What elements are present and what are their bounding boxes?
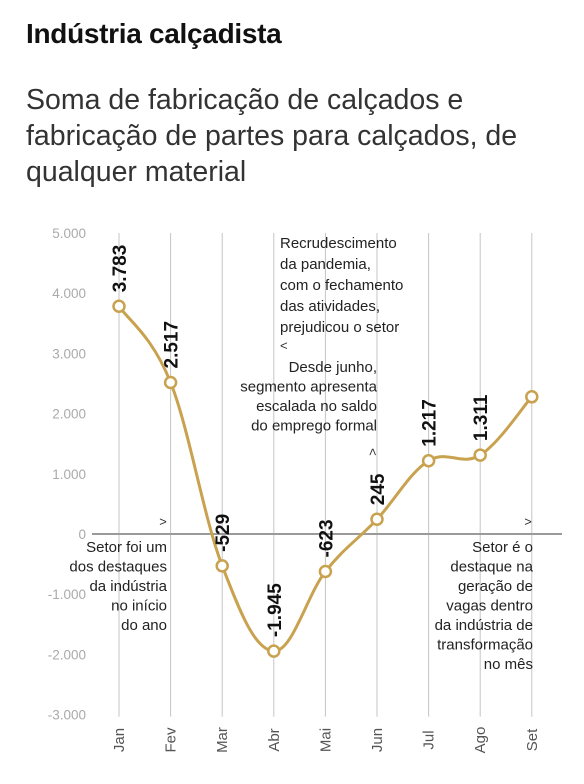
ann-jan-line: Setor foi um (86, 539, 167, 556)
ann-pandemia-line: com o fechamento (280, 277, 403, 294)
ann-set-line: da indústria de (435, 617, 533, 634)
data-label: 1.217 (420, 399, 441, 447)
x-tick-label: Ago (472, 727, 489, 754)
ann-junho-line: Desde junho, (289, 359, 377, 376)
ann-pandemia-line: das atividades, (280, 298, 380, 315)
ann-junho-line: do emprego formal (251, 418, 377, 435)
ann-jan-line: no início (111, 598, 167, 615)
ann-set-line: vagas dentro (446, 598, 533, 615)
data-point-mar (215, 559, 229, 573)
y-tick-label: 2.000 (52, 407, 86, 422)
y-tick-label: 0 (78, 527, 86, 542)
ann-pandemia-marker: < (280, 338, 288, 353)
chart-subtitle: Soma de fabricação de calçados e fabrica… (26, 84, 518, 188)
ann-junho-marker: > (365, 448, 380, 456)
chart-title: Indústria calçadista (26, 18, 282, 49)
x-tick-label: Fev (163, 727, 180, 753)
ann-junho-line: segmento apresenta (240, 379, 377, 396)
data-point-jul (421, 453, 436, 468)
data-point-abr (267, 644, 281, 658)
data-label: -1.945 (265, 583, 286, 637)
x-tick-label: Abr (266, 728, 283, 751)
series-line (117, 305, 533, 653)
x-tick-label: Set (524, 728, 541, 751)
y-tick-label: 1.000 (52, 467, 86, 482)
y-tick-label: -1.000 (48, 587, 86, 602)
data-label: 1.311 (471, 394, 492, 441)
ann-set-line: Setor é o (472, 539, 533, 556)
ann-jan-line: da indústria (89, 578, 167, 595)
data-label: -623 (316, 519, 337, 557)
x-tick-label: Jul (421, 730, 438, 749)
ann-pandemia-line: da pandemia, (280, 256, 371, 273)
y-tick-label: 3.000 (52, 346, 86, 361)
ann-jan-line: dos destaques (69, 559, 167, 576)
y-tick-label: 5.000 (52, 226, 86, 241)
y-tick-label: 4.000 (52, 286, 86, 301)
data-point-mai (318, 564, 333, 579)
data-label: 245 (368, 473, 389, 505)
ann-set-line: destaque na (450, 559, 533, 576)
data-point-jan (112, 299, 126, 314)
ann-set-line: geração de (458, 578, 533, 595)
ann-pandemia-line: Recrudescimento (280, 235, 397, 252)
data-label: -529 (213, 514, 234, 552)
x-tick-label: Mai (317, 728, 334, 752)
data-label: 3.783 (110, 245, 131, 293)
data-point-set (525, 390, 539, 404)
ann-jan-line: do ano (121, 617, 167, 634)
data-point-fev (163, 375, 178, 390)
data-point-jun (370, 512, 384, 527)
x-tick-label: Mar (214, 727, 231, 753)
x-tick-label: Jun (369, 728, 386, 752)
ann-set-marker: > (524, 514, 532, 529)
ann-junho-line: escalada no saldo (256, 398, 377, 415)
ann-jan-marker: > (159, 514, 167, 529)
ann-set-line: transformação (437, 637, 533, 654)
y-tick-label: -2.000 (48, 647, 86, 662)
y-tick-label: -3.000 (48, 708, 86, 723)
data-label: 2.517 (162, 321, 183, 369)
data-point-ago (473, 448, 487, 462)
ann-pandemia-line: prejudicou o setor (280, 319, 399, 336)
x-tick-label: Jan (111, 728, 128, 752)
ann-set-line: no mês (484, 656, 533, 673)
